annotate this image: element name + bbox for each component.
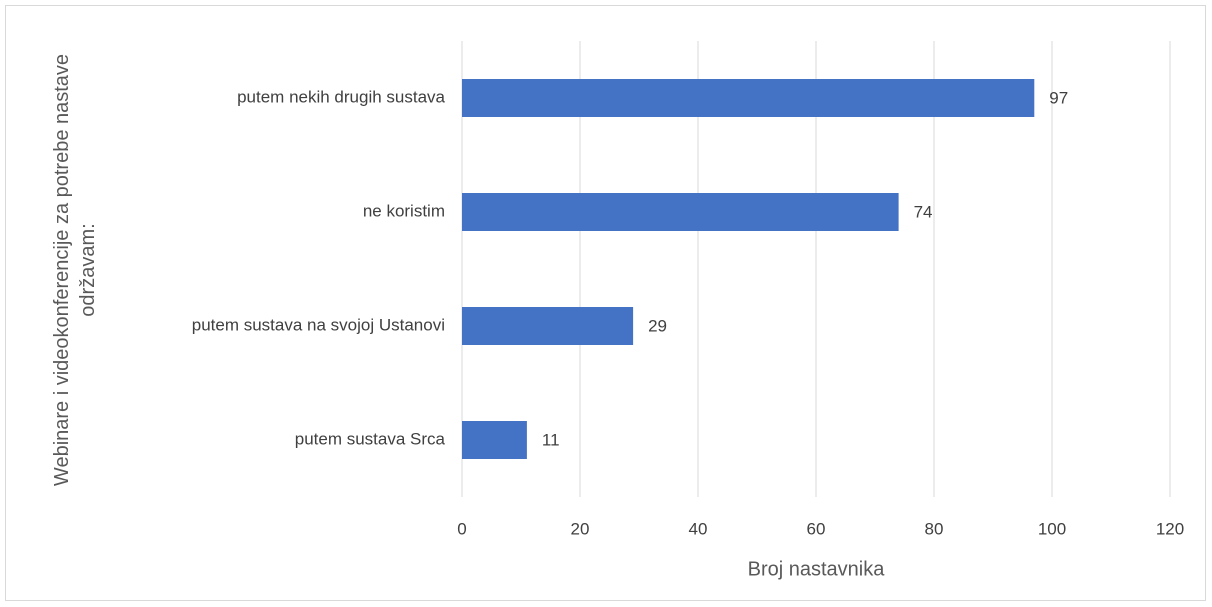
y-tick-label: putem sustava Srca — [295, 429, 446, 448]
x-tick-label: 20 — [571, 519, 590, 538]
bar — [462, 193, 899, 231]
x-tick-label: 120 — [1156, 519, 1184, 538]
bar — [462, 79, 1035, 117]
bar — [462, 307, 634, 345]
y-tick-label: ne koristim — [363, 201, 445, 220]
x-tick-label: 0 — [457, 519, 466, 538]
bar — [462, 421, 527, 459]
chart-border — [5, 5, 1206, 601]
y-tick-label: putem sustava na svojoj Ustanovi — [192, 315, 445, 334]
x-tick-label: 60 — [807, 519, 826, 538]
x-tick-label: 80 — [925, 519, 944, 538]
y-tick-label: putem nekih drugih sustava — [237, 87, 445, 106]
data-label: 29 — [648, 316, 667, 335]
data-label: 97 — [1049, 88, 1068, 107]
data-label: 11 — [542, 430, 560, 449]
x-tick-label: 100 — [1038, 519, 1066, 538]
x-tick-label: 40 — [689, 519, 708, 538]
data-label: 74 — [914, 202, 933, 221]
y-axis-title: Webinare i videokonferencije za potrebe … — [51, 53, 99, 487]
x-axis-title: Broj nastavnika — [748, 558, 886, 580]
